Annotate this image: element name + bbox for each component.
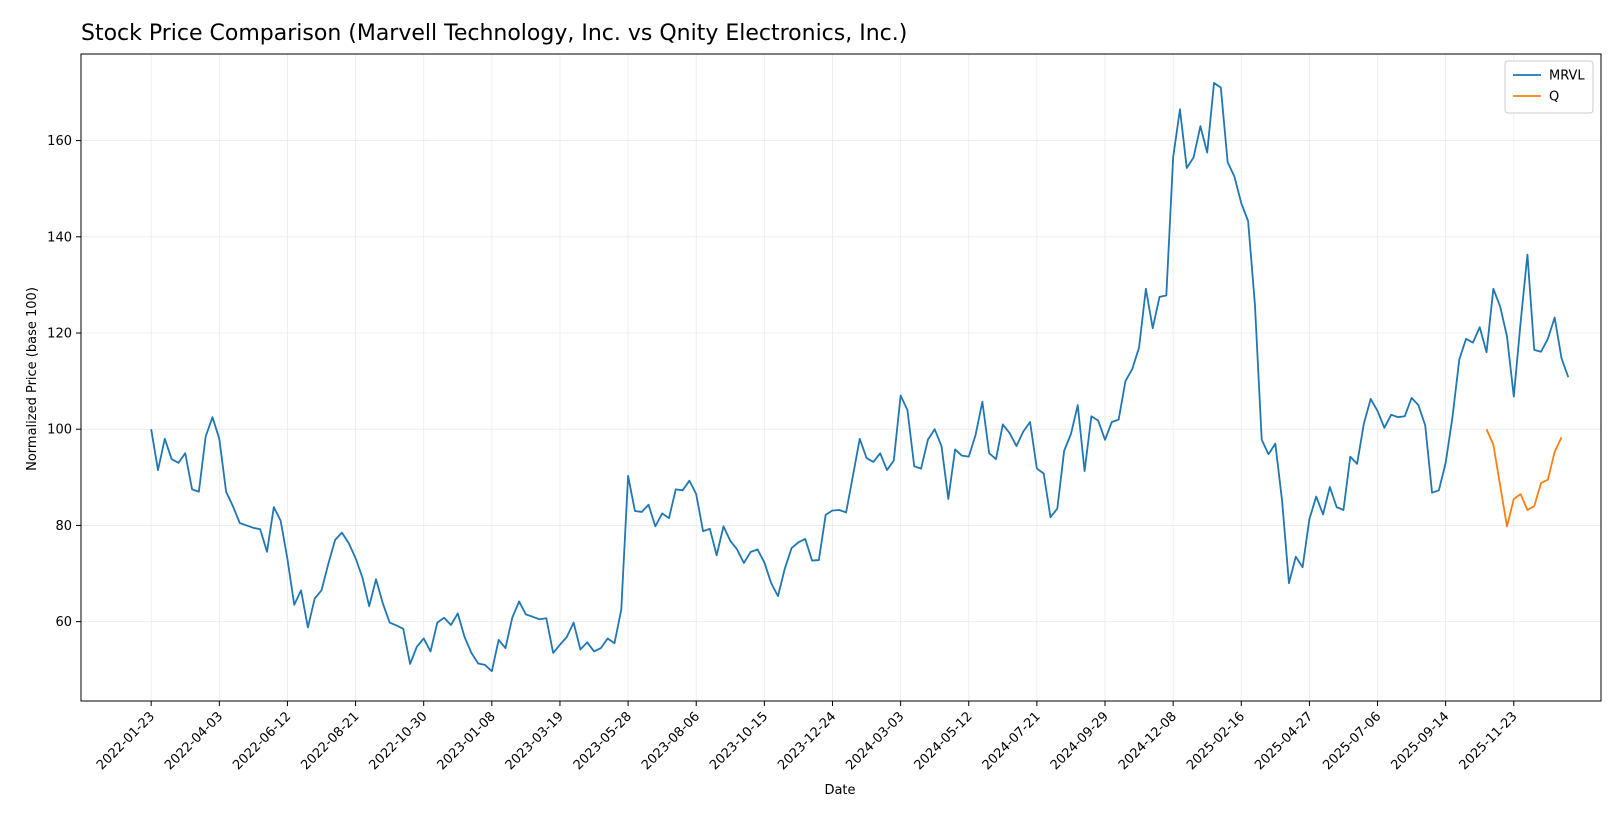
legend-label-mrvl: MRVL	[1549, 69, 1585, 84]
series-layer	[150, 81, 1570, 673]
x-axis-label: Date	[824, 783, 855, 798]
y-tick-label: 100	[47, 423, 72, 438]
y-tick-label: 160	[47, 134, 72, 149]
legend-box	[1504, 60, 1594, 114]
y-tick-label: 140	[47, 230, 72, 245]
legend: MRVL Q	[1504, 60, 1594, 114]
grid-layer	[81, 54, 1601, 701]
legend-label-q: Q	[1549, 90, 1559, 105]
y-axis-label: Normalized Price (base 100)	[25, 287, 40, 471]
series-line-mrvl	[150, 81, 1570, 673]
y-tick-label: 120	[47, 327, 72, 342]
chart-title: Stock Price Comparison (Marvell Technolo…	[81, 21, 907, 46]
series-line-q	[1485, 428, 1563, 528]
y-tick-label: 60	[55, 615, 72, 630]
y-tick-label: 80	[55, 519, 72, 534]
plot-frame	[80, 53, 1602, 702]
